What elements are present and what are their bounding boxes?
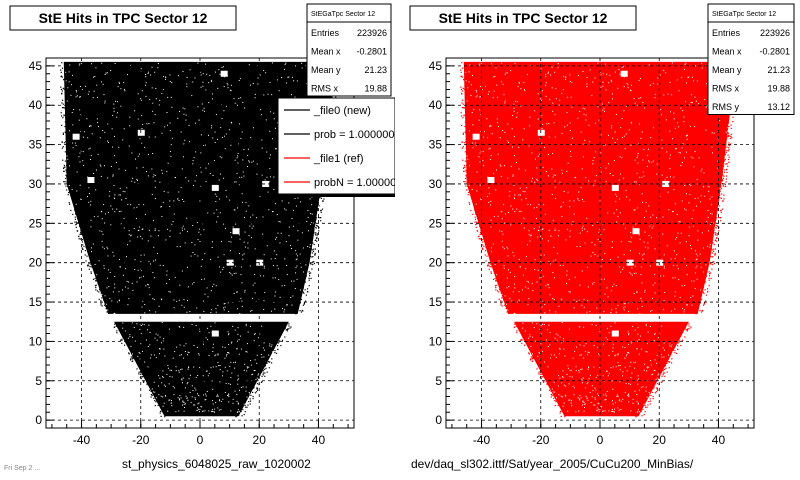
stats-value: 21.23 — [364, 65, 387, 75]
plot-title: StE Hits in TPC Sector 12 — [39, 10, 208, 26]
legend-entry: _file1 (ref) — [313, 153, 364, 165]
stats-label: Mean x — [311, 47, 341, 57]
legend-box: _file0 (new) prob = 1.000000 _file1 (ref) p… — [277, 97, 395, 197]
stats-value: 13.12 — [767, 102, 790, 112]
dead-pad-gap — [611, 184, 619, 191]
y-tick-label: 25 — [29, 216, 43, 230]
x-tick-label: 0 — [197, 433, 204, 447]
dead-pad-gap — [232, 228, 240, 235]
stats-value: 19.88 — [364, 84, 387, 94]
hit-scatter — [60, 61, 341, 418]
y-tick-label: 20 — [29, 256, 43, 270]
x-tick-label: 20 — [653, 433, 667, 447]
stats-value: 21.23 — [767, 65, 790, 75]
dead-pad-gap — [211, 184, 219, 191]
dead-pad-gap — [72, 133, 80, 140]
y-tick-label: 0 — [35, 413, 42, 427]
legend-entry: probN = 1.000000 — [314, 177, 395, 189]
stats-value: -0.2801 — [759, 47, 790, 57]
stats-label: RMS x — [712, 84, 740, 94]
dead-pad-gap — [262, 180, 270, 187]
hit-region-lower — [514, 321, 689, 417]
y-tick-label: 35 — [429, 138, 443, 152]
grid-lines — [446, 58, 754, 428]
stats-label: Mean x — [712, 47, 742, 57]
stats-box: StEGaTpc Sector 12 Entries 223926 Mean x -0.… — [306, 3, 392, 97]
hit-scatter — [460, 61, 741, 418]
y-tick-label: 5 — [435, 374, 442, 388]
title-box — [9, 5, 237, 31]
dead-pad-gap — [656, 259, 664, 266]
y-tick-label: 45 — [29, 59, 43, 73]
stats-value: 223926 — [357, 28, 387, 38]
dead-pad-gap — [472, 133, 480, 140]
right-histogram-panel: -40 -20 0 20 40 0 5 10 15 20 25 30 35 40 45 StE Hits i… — [400, 3, 800, 450]
y-tick-label: 40 — [429, 98, 443, 112]
y-tick-label: 20 — [429, 256, 443, 270]
stats-label: RMS x — [311, 84, 339, 94]
dead-pad-gap — [487, 177, 495, 184]
y-tick-label: 10 — [29, 334, 43, 348]
y-tick-label: 35 — [29, 138, 43, 152]
y-tick-label: 10 — [429, 334, 443, 348]
stats-label: Mean y — [712, 65, 742, 75]
title-box — [409, 5, 637, 31]
legend-entry: prob = 1.000000 — [314, 129, 394, 141]
plot-title: StE Hits in TPC Sector 12 — [439, 10, 608, 26]
x-tick-label: 20 — [253, 433, 267, 447]
hit-gaps — [65, 62, 332, 413]
x-tick-label: 40 — [712, 433, 726, 447]
left-file-caption: st_physics_6048025_raw_1020002 — [122, 457, 311, 471]
x-tick-label: -40 — [473, 433, 491, 447]
stats-name: StEGaTpc Sector 12 — [712, 11, 776, 18]
x-tick-label: -20 — [532, 433, 550, 447]
y-tick-label: 0 — [435, 413, 442, 427]
dead-pad-gap — [662, 180, 670, 187]
stats-label: Entries — [311, 28, 340, 38]
dead-pad-gap — [626, 259, 634, 266]
right-file-caption: dev/daq_sl302.ittf/Sat/year_2005/CuCu200… — [411, 457, 694, 471]
dead-pad-gap — [226, 259, 234, 266]
stats-label: RMS y — [712, 102, 740, 112]
stats-value: 223926 — [760, 28, 790, 38]
axes: -40 -20 0 20 40 0 5 10 15 20 25 30 35 40 45 — [29, 59, 349, 447]
timestamp-footer: Fri Sep 2 ... — [4, 465, 41, 472]
stats-label: Mean y — [311, 65, 341, 75]
dead-pad-gap — [256, 259, 264, 266]
hit-gaps — [465, 62, 732, 413]
legend-entry: _file0 (new) — [313, 105, 371, 117]
x-tick-label: 0 — [597, 433, 604, 447]
dead-pad-gap — [537, 129, 545, 136]
dead-pad-gap — [632, 228, 640, 235]
y-tick-label: 45 — [429, 59, 443, 73]
dead-pad-gap — [620, 70, 628, 77]
dead-pad-gap — [220, 70, 228, 77]
stats-box: StEGaTpc Sector 12 Entries 223926 Mean x -0.… — [707, 3, 795, 115]
y-tick-label: 30 — [29, 177, 43, 191]
x-tick-label: -40 — [73, 433, 91, 447]
dead-pad-gap — [211, 330, 219, 337]
y-tick-label: 30 — [429, 177, 443, 191]
y-tick-label: 15 — [429, 295, 443, 309]
y-tick-label: 25 — [429, 216, 443, 230]
stats-label: Entries — [712, 28, 741, 38]
hit-region-upper — [463, 61, 737, 314]
x-tick-label: -20 — [132, 433, 150, 447]
x-tick-label: 40 — [312, 433, 326, 447]
stats-name: StEGaTpc Sector 12 — [311, 11, 375, 18]
dead-pad-gap — [87, 177, 95, 184]
y-tick-label: 5 — [35, 374, 42, 388]
dead-pad-gap — [611, 330, 619, 337]
axes: -40 -20 0 20 40 0 5 10 15 20 25 30 35 40 45 — [429, 59, 749, 447]
hit-region-lower — [114, 321, 289, 417]
dead-pad-gap — [137, 129, 145, 136]
y-tick-label: 40 — [29, 98, 43, 112]
stats-value: 19.88 — [767, 84, 790, 94]
stats-value: -0.2801 — [356, 47, 387, 57]
left-histogram-panel: -40 -20 0 20 40 0 5 10 15 20 25 30 35 40 45 StE Hits i… — [0, 3, 395, 450]
y-tick-label: 15 — [29, 295, 43, 309]
hit-region-upper — [63, 61, 337, 314]
